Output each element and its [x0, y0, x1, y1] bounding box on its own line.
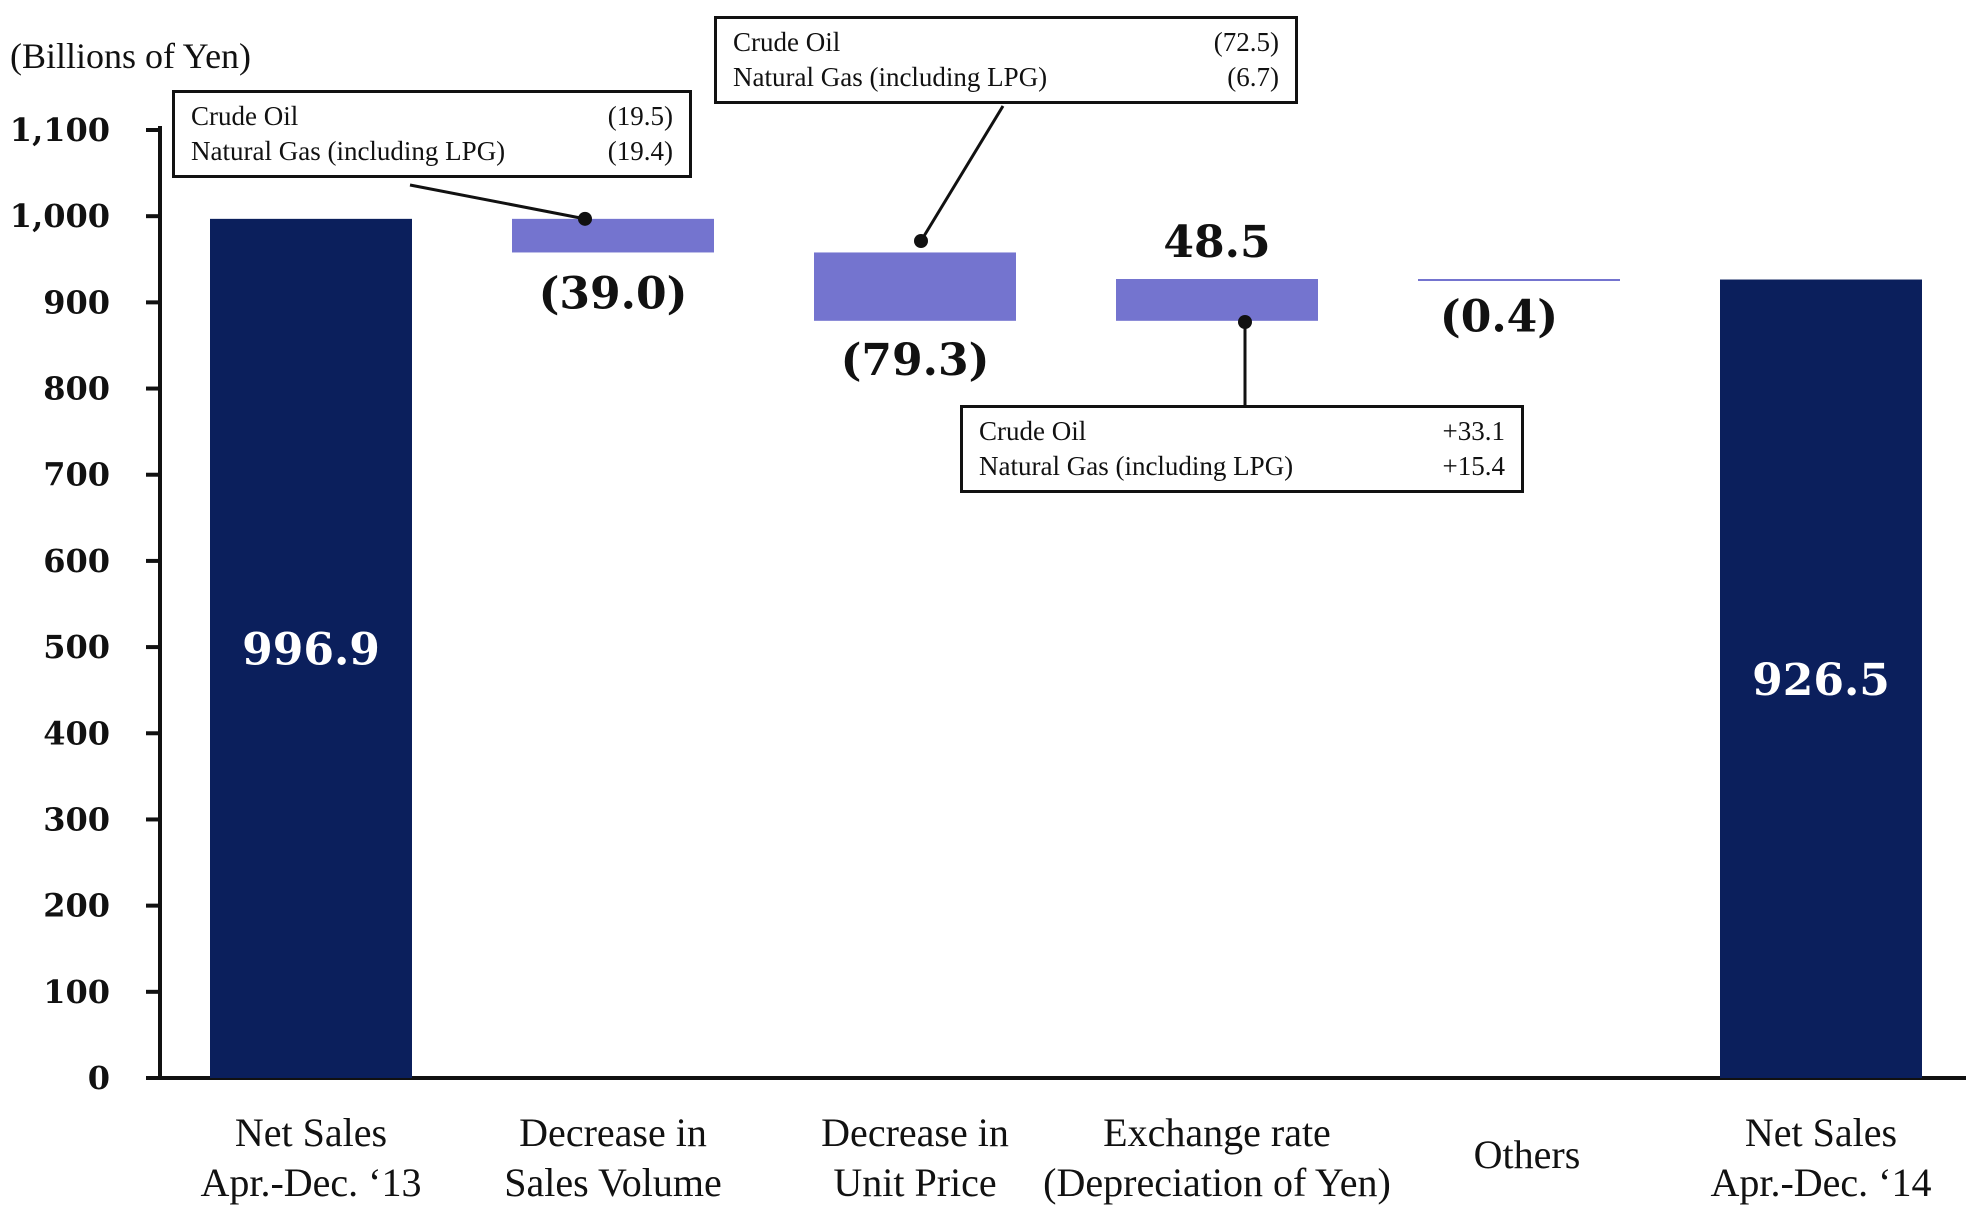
category-label: Apr.-Dec. ‘14 — [1710, 1160, 1931, 1205]
category-label: Net Sales — [1745, 1110, 1897, 1155]
bars — [210, 218, 1922, 1078]
y-tick-label: 1,100 — [10, 111, 110, 149]
category-label: Unit Price — [833, 1160, 996, 1205]
category-label: Others — [1474, 1132, 1581, 1177]
category-label: Decrease in — [821, 1110, 1009, 1155]
bar-5 — [1720, 279, 1922, 1078]
data-label-2: (79.3) — [841, 335, 990, 386]
annotation-row-value: (6.7) — [1227, 62, 1279, 92]
bar-1 — [512, 218, 714, 253]
annotation-box-unit-price: Crude Oil (72.5) Natural Gas (including L… — [714, 16, 1298, 104]
annotation-leader-line-1 — [919, 105, 1005, 242]
annotation-leader-dot-1 — [914, 234, 928, 248]
category-label: Decrease in — [519, 1110, 707, 1155]
y-tick-label: 200 — [43, 887, 110, 925]
annotation-box-exchange-rate: Crude Oil +33.1 Natural Gas (including LP… — [960, 405, 1524, 493]
annotation-leaders — [409, 105, 1252, 405]
data-label-5: 926.5 — [1752, 655, 1890, 706]
annotation-row-value: +15.4 — [1442, 451, 1505, 481]
annotation-row-value: (72.5) — [1213, 27, 1279, 57]
axes: 0 100 200 300 400 500 600 700 800 900 1,000 1,100 — [10, 111, 1966, 1097]
annotation-row-name: Crude Oil — [979, 416, 1087, 446]
annotation-row-name: Natural Gas (including LPG) — [191, 136, 506, 166]
bar-0 — [210, 218, 412, 1078]
y-tick-label: 1,000 — [10, 197, 110, 235]
annotation-leader-line-0 — [409, 183, 586, 221]
bar-2 — [814, 252, 1016, 321]
y-tick-label: 900 — [43, 283, 110, 321]
annotation-row-name: Crude Oil — [191, 101, 299, 131]
annotation-row-name: Crude Oil — [733, 27, 841, 57]
annotation-box-sales-volume: Crude Oil (19.5) Natural Gas (including L… — [172, 90, 692, 178]
annotation-leader-dot-0 — [578, 211, 592, 226]
annotation-row-name: Natural Gas (including LPG) — [733, 62, 1048, 92]
bar-4 — [1418, 279, 1620, 282]
data-label-4: (0.4) — [1440, 291, 1558, 342]
y-tick-label: 100 — [43, 973, 110, 1011]
annotation-row-value: +33.1 — [1442, 416, 1505, 446]
annotation-row-value: (19.5) — [607, 101, 673, 131]
y-tick-label: 300 — [43, 800, 110, 838]
annotation-row-name: Natural Gas (including LPG) — [979, 451, 1294, 481]
category-label: Apr.-Dec. ‘13 — [200, 1160, 421, 1205]
annotation-row-value: (19.4) — [607, 136, 673, 166]
bar-3 — [1116, 279, 1318, 321]
category-label: Net Sales — [235, 1110, 387, 1155]
y-tick-label: 500 — [43, 628, 110, 666]
data-label-0: 996.9 — [242, 624, 380, 675]
category-label: Sales Volume — [504, 1160, 721, 1205]
y-tick-label: 0 — [88, 1059, 110, 1097]
y-tick-label: 400 — [43, 714, 110, 752]
data-label-3: 48.5 — [1163, 217, 1270, 268]
y-tick-label: 700 — [43, 456, 110, 494]
annotation-leader-dot-2 — [1238, 315, 1252, 329]
category-labels: Net Sales Apr.-Dec. ‘13 Decrease in Sales V… — [200, 1110, 1931, 1205]
category-label: Exchange rate — [1103, 1110, 1331, 1155]
category-label: (Depreciation of Yen) — [1043, 1160, 1391, 1205]
y-tick-label: 800 — [43, 370, 110, 408]
data-label-1: (39.0) — [539, 268, 688, 319]
y-axis-unit-label: (Billions of Yen) — [10, 36, 251, 76]
data-labels: 996.9 (39.0) (79.3) 48.5 (0.4) 926.5 — [242, 217, 1890, 706]
y-tick-label: 600 — [43, 542, 110, 580]
